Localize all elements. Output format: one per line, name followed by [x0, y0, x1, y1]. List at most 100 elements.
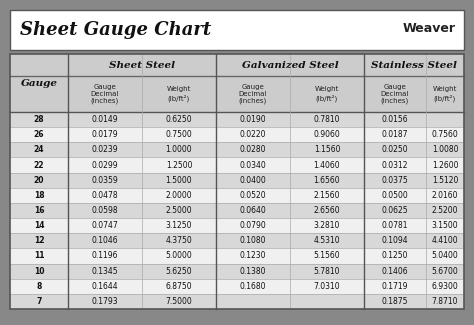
Text: 0.0179: 0.0179	[91, 130, 118, 139]
Text: 0.0781: 0.0781	[382, 221, 408, 230]
Text: 3.1500: 3.1500	[432, 221, 458, 230]
Text: Stainless Steel: Stainless Steel	[371, 60, 457, 70]
Text: 5.6700: 5.6700	[432, 266, 458, 276]
Text: 7.5000: 7.5000	[165, 297, 192, 306]
Text: 0.1406: 0.1406	[382, 266, 408, 276]
Text: 0.0280: 0.0280	[240, 145, 266, 154]
Text: Sheet Steel: Sheet Steel	[109, 60, 175, 70]
Text: 8: 8	[36, 282, 42, 291]
Text: 16: 16	[34, 206, 44, 215]
Text: 0.1644: 0.1644	[91, 282, 118, 291]
Text: 0.0340: 0.0340	[240, 161, 266, 170]
Text: 0.0187: 0.0187	[382, 130, 408, 139]
Text: 0.7810: 0.7810	[314, 115, 340, 124]
Text: 0.0190: 0.0190	[240, 115, 266, 124]
Text: 0.9060: 0.9060	[314, 130, 340, 139]
Text: 0.0790: 0.0790	[240, 221, 266, 230]
Text: Gauge
Decimal
(inches): Gauge Decimal (inches)	[381, 84, 409, 105]
Text: 0.1345: 0.1345	[91, 266, 118, 276]
Text: Gauge
Decimal
(inches): Gauge Decimal (inches)	[91, 84, 119, 105]
Text: 0.0598: 0.0598	[91, 206, 118, 215]
Text: 1.5000: 1.5000	[166, 176, 192, 185]
Text: 0.1080: 0.1080	[240, 236, 266, 245]
Bar	[10, 294, 464, 309]
Text: 4.5310: 4.5310	[314, 236, 340, 245]
Text: 2.6560: 2.6560	[314, 206, 340, 215]
Text: 5.6250: 5.6250	[166, 266, 192, 276]
Text: 2.0160: 2.0160	[432, 191, 458, 200]
Text: 0.0299: 0.0299	[91, 161, 118, 170]
Text: Sheet Gauge Chart: Sheet Gauge Chart	[20, 21, 211, 39]
Text: Weight
(lb/ft²): Weight (lb/ft²)	[167, 86, 191, 101]
Text: Weaver: Weaver	[403, 21, 456, 34]
Bar	[10, 76, 464, 112]
Text: 5.1560: 5.1560	[314, 252, 340, 260]
Text: 0.0640: 0.0640	[240, 206, 266, 215]
Bar	[10, 10, 464, 50]
Bar	[10, 188, 464, 203]
Text: 1.0000: 1.0000	[166, 145, 192, 154]
Text: 12: 12	[34, 236, 44, 245]
Text: 7.0310: 7.0310	[314, 282, 340, 291]
Text: 0.0239: 0.0239	[91, 145, 118, 154]
Bar	[10, 173, 464, 188]
Text: 0.7560: 0.7560	[432, 130, 458, 139]
Text: 0.1250: 0.1250	[382, 252, 408, 260]
Bar	[10, 279, 464, 294]
Bar	[10, 54, 464, 309]
Text: 0.1046: 0.1046	[91, 236, 118, 245]
Text: 3.2810: 3.2810	[314, 221, 340, 230]
Text: 0.0220: 0.0220	[240, 130, 266, 139]
Text: 1.0080: 1.0080	[432, 145, 458, 154]
Text: 0.0500: 0.0500	[382, 191, 409, 200]
Text: 0.0156: 0.0156	[382, 115, 408, 124]
Text: 0.1719: 0.1719	[382, 282, 408, 291]
Text: 3.1250: 3.1250	[166, 221, 192, 230]
Text: 2.0000: 2.0000	[166, 191, 192, 200]
Text: 1.2500: 1.2500	[166, 161, 192, 170]
Text: 22: 22	[34, 161, 44, 170]
Bar	[10, 142, 464, 157]
Bar	[10, 157, 464, 173]
Text: 0.7500: 0.7500	[165, 130, 192, 139]
Text: 0.1793: 0.1793	[91, 297, 118, 306]
Text: 0.1196: 0.1196	[92, 252, 118, 260]
Bar	[10, 248, 464, 264]
Text: 0.0520: 0.0520	[240, 191, 266, 200]
Text: 1.1560: 1.1560	[314, 145, 340, 154]
Text: 5.0400: 5.0400	[432, 252, 458, 260]
Text: 6.8750: 6.8750	[166, 282, 192, 291]
Text: 0.1680: 0.1680	[240, 282, 266, 291]
Text: 24: 24	[34, 145, 44, 154]
Text: 1.5120: 1.5120	[432, 176, 458, 185]
Text: 28: 28	[34, 115, 44, 124]
Text: 0.0625: 0.0625	[382, 206, 408, 215]
Text: 4.4100: 4.4100	[432, 236, 458, 245]
Bar	[10, 54, 464, 76]
Text: 0.6250: 0.6250	[166, 115, 192, 124]
Text: 6.9300: 6.9300	[432, 282, 458, 291]
Text: 2.1560: 2.1560	[314, 191, 340, 200]
Text: 0.0478: 0.0478	[91, 191, 118, 200]
Text: 0.0312: 0.0312	[382, 161, 408, 170]
Text: 2.5200: 2.5200	[432, 206, 458, 215]
Text: 0.1230: 0.1230	[240, 252, 266, 260]
Text: Weight
(lb/ft²): Weight (lb/ft²)	[433, 86, 457, 101]
Text: 0.0747: 0.0747	[91, 221, 118, 230]
Text: 0.0149: 0.0149	[91, 115, 118, 124]
Text: 14: 14	[34, 221, 44, 230]
Text: 0.1094: 0.1094	[382, 236, 408, 245]
Text: 0.0359: 0.0359	[91, 176, 118, 185]
Bar	[10, 233, 464, 248]
Text: Weight
(lb/ft²): Weight (lb/ft²)	[315, 86, 339, 101]
Text: 5.0000: 5.0000	[165, 252, 192, 260]
Text: 1.2600: 1.2600	[432, 161, 458, 170]
Text: 0.1875: 0.1875	[382, 297, 408, 306]
Text: 20: 20	[34, 176, 44, 185]
Text: 0.0375: 0.0375	[382, 176, 409, 185]
Bar	[10, 127, 464, 142]
Bar	[10, 112, 464, 127]
Bar	[10, 218, 464, 233]
Text: Gauge
Decimal
(inches): Gauge Decimal (inches)	[239, 84, 267, 105]
Text: 2.5000: 2.5000	[166, 206, 192, 215]
